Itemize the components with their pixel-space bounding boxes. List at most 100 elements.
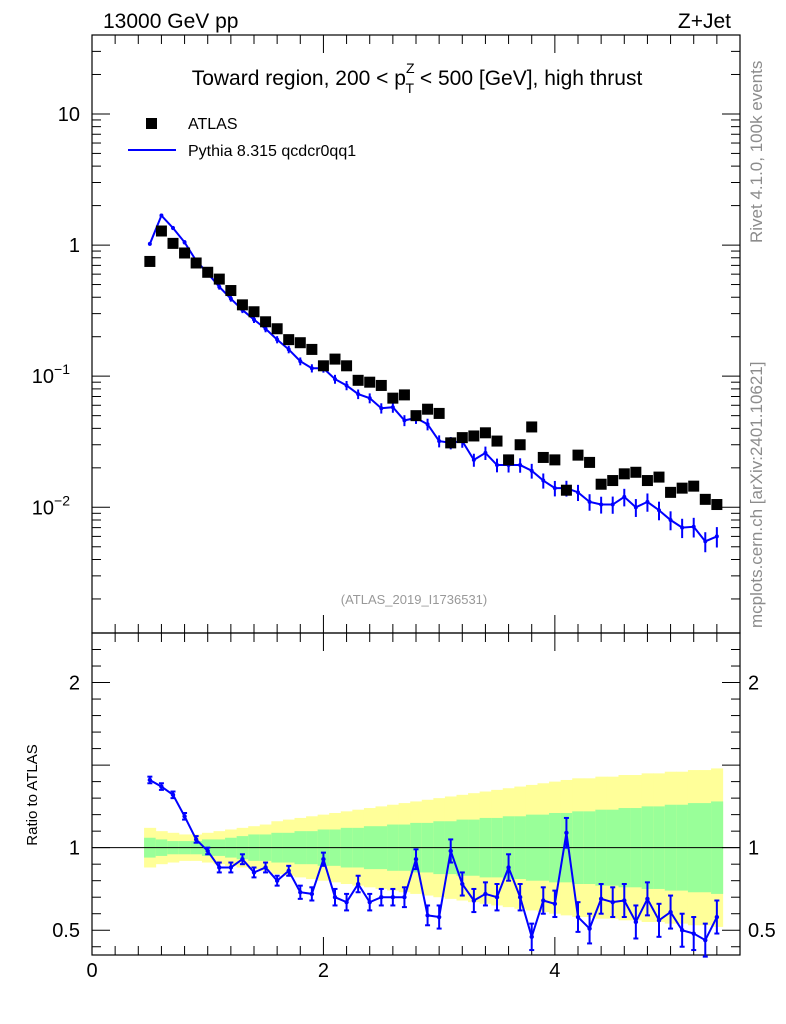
atlas-point: [317, 360, 329, 372]
ratio-series: [147, 775, 720, 958]
atlas-point: [503, 454, 515, 466]
atlas-point: [260, 316, 272, 328]
atlas-point: [179, 247, 191, 259]
ratio-y-tick-label: 1: [69, 838, 80, 860]
atlas-point: [491, 435, 503, 447]
mc-point: [252, 317, 256, 322]
atlas-point: [306, 343, 318, 355]
atlas-point: [618, 468, 630, 480]
ratio-y-axis-label: Ratio to ATLAS: [24, 744, 41, 845]
mc-point: [425, 422, 430, 427]
mc-point: [633, 505, 638, 510]
atlas-point: [537, 451, 549, 463]
mc-point: [529, 468, 534, 473]
ratio-point: [656, 918, 662, 923]
ratio-point: [390, 895, 396, 900]
x-tick-label: 0: [86, 960, 97, 982]
ratio-point: [703, 937, 708, 943]
atlas-point: [387, 392, 399, 404]
ratio-point: [471, 898, 477, 903]
y-tick-label: 10−2: [32, 492, 70, 519]
mc-line: [148, 213, 718, 543]
ratio-point: [205, 848, 210, 854]
mc-point: [367, 396, 372, 401]
rivet-version-label: Rivet 4.1.0, 100k events: [747, 61, 766, 243]
ratio-point: [182, 814, 187, 819]
atlas-point: [236, 299, 248, 311]
atlas-point: [422, 403, 434, 415]
ratio-point: [436, 914, 442, 920]
ratio-point: [344, 899, 349, 905]
ratio-point: [691, 931, 696, 936]
atlas-point: [549, 454, 561, 466]
mc-point: [680, 525, 685, 530]
atlas-point: [445, 437, 457, 449]
ratio-point: [217, 865, 222, 870]
mc-point: [263, 326, 268, 331]
atlas-point: [248, 306, 260, 318]
ratio-point: [587, 926, 592, 931]
mc-point: [390, 405, 395, 410]
atlas-point: [699, 493, 711, 505]
mc-point: [437, 439, 442, 444]
ratio-point: [170, 792, 176, 798]
atlas-point: [398, 389, 410, 401]
ratio-point: [494, 895, 500, 900]
ratio-point: [332, 895, 338, 900]
mc-point: [714, 534, 719, 539]
x-tick-label: 4: [549, 960, 560, 982]
atlas-point: [202, 266, 214, 278]
ratio-point: [159, 784, 164, 789]
atlas-series: [144, 225, 723, 511]
chart-title: Toward region, 200 < pZ T < 500 [GeV], hi…: [192, 60, 643, 96]
process-label: Z+Jet: [678, 10, 731, 33]
y-tick-label: 10−1: [32, 361, 70, 388]
mc-point: [217, 284, 222, 289]
legend-atlas-marker: [146, 118, 157, 129]
atlas-point: [526, 421, 538, 433]
atlas-point: [433, 407, 445, 419]
atlas-point: [352, 374, 364, 386]
ratio-point: [147, 777, 153, 783]
mc-point: [495, 463, 499, 468]
atlas-point: [144, 255, 156, 267]
atlas-point: [676, 482, 688, 494]
ratio-point: [622, 898, 627, 903]
ratio-point: [679, 928, 685, 933]
mc-point: [576, 490, 580, 495]
mc-point: [171, 225, 175, 230]
ratio-point: [460, 881, 465, 887]
mc-series: [147, 213, 719, 553]
ratio-point: [309, 891, 315, 897]
mc-point: [309, 366, 314, 371]
atlas-point: [514, 439, 526, 451]
mcplots-label: mcplots.cern.ch [arXiv:2401.10621]: [747, 362, 766, 628]
mc-point: [657, 508, 661, 513]
atlas-point: [641, 475, 653, 487]
ratio-point: [668, 909, 673, 915]
mc-point: [471, 457, 476, 462]
tick-labels: 10 1 10−1 10−2 0.5 0.5 1 1 2 2 0 2 4: [32, 104, 776, 982]
ratio-point: [598, 896, 604, 902]
mc-point: [552, 486, 557, 491]
y-tick-label: 1: [69, 235, 80, 257]
atlas-point: [688, 480, 700, 492]
y-tick-label: 10: [58, 104, 80, 126]
atlas-point: [213, 273, 225, 285]
atlas-point: [410, 410, 422, 422]
mc-point: [610, 502, 615, 507]
analysis-id-label: (ATLAS_2019_I1736531): [341, 592, 487, 607]
ratio-point: [274, 878, 280, 883]
atlas-point: [711, 499, 723, 511]
ratio-point: [529, 934, 534, 940]
mc-point: [182, 240, 187, 245]
mc-point: [622, 494, 627, 499]
mc-point: [286, 347, 291, 352]
mc-point: [159, 213, 164, 218]
atlas-point: [167, 237, 179, 249]
mc-point: [344, 383, 349, 388]
atlas-point: [364, 376, 376, 388]
ratio-point: [298, 890, 303, 895]
mc-point: [587, 499, 592, 504]
energy-label: 13000 GeV pp: [103, 10, 238, 33]
